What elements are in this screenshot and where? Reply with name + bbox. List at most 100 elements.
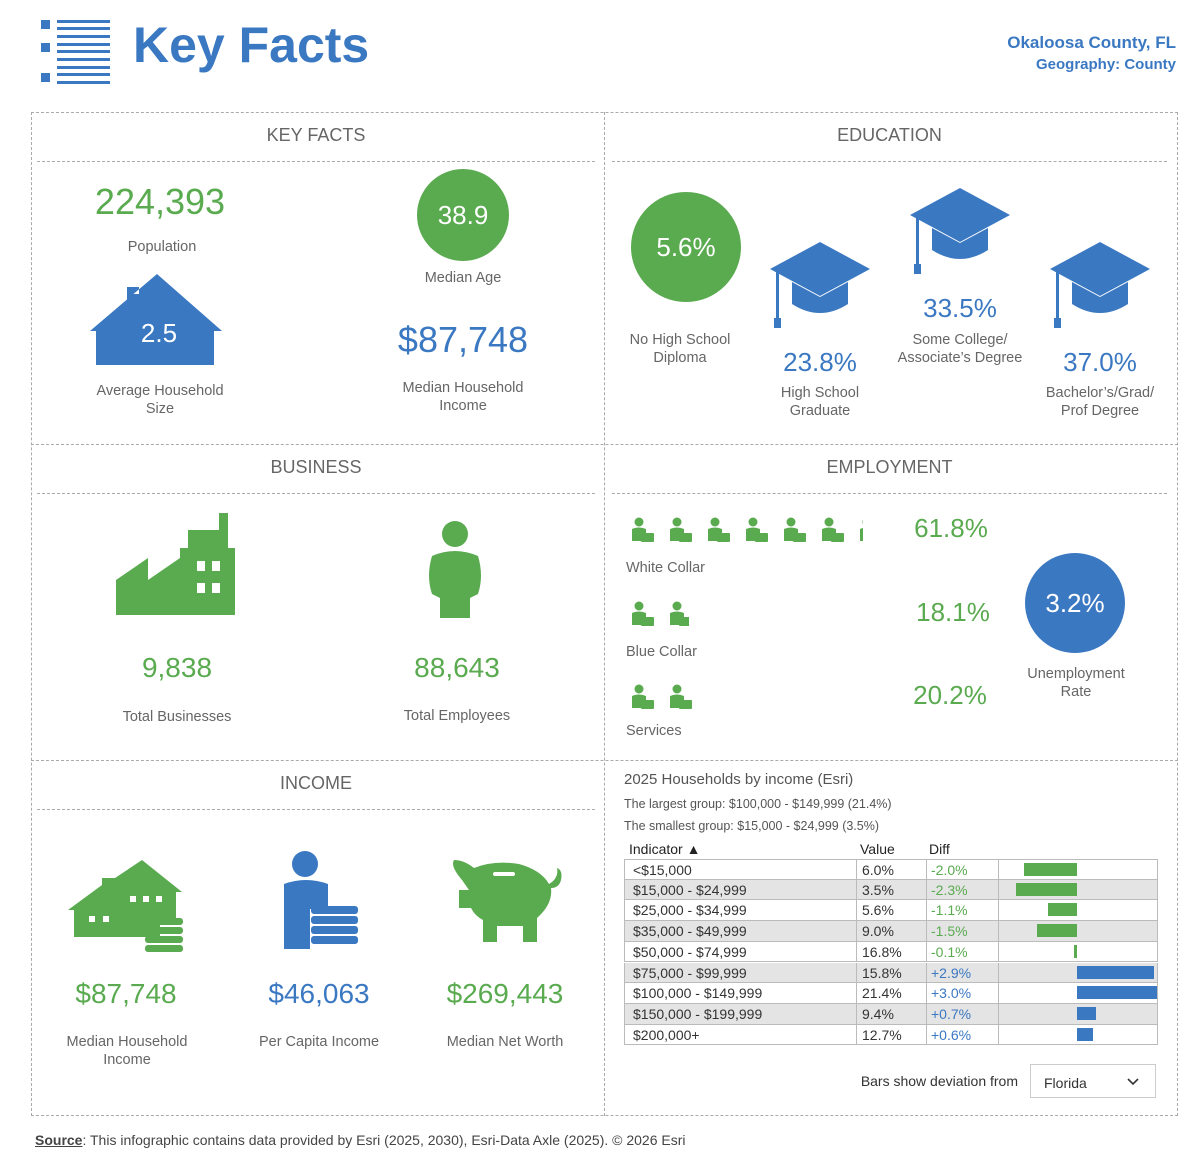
table-row: $200,000+ 12.7% +0.6% xyxy=(624,1024,1158,1046)
employment-label: Blue Collar xyxy=(626,644,697,660)
cell-border xyxy=(998,983,999,1003)
section-heading: EMPLOYMENT xyxy=(826,457,953,477)
cell-diff: -2.3% xyxy=(931,881,968,898)
employment-icon xyxy=(632,601,654,626)
cell-value: 15.8% xyxy=(862,964,902,981)
diff-bar xyxy=(1015,882,1077,896)
unemployment-circle xyxy=(1025,553,1125,653)
cell-border xyxy=(926,921,927,941)
column-header: Diff xyxy=(929,841,950,857)
cell-border xyxy=(998,962,999,983)
cell-border xyxy=(998,941,999,962)
cell-value: 5.6% xyxy=(862,902,894,919)
employment-icon xyxy=(669,601,690,626)
employment-value: 18.1% xyxy=(916,597,990,627)
cell-border xyxy=(926,900,927,921)
cell-border xyxy=(998,900,999,921)
cell-indicator: <$15,000 xyxy=(633,862,692,878)
diff-bar xyxy=(1077,986,1157,1000)
cell-border xyxy=(926,1003,927,1024)
table-title: 2025 Households by income (Esri) xyxy=(624,771,854,788)
key-facts-icons xyxy=(90,169,509,365)
income-icons xyxy=(68,851,562,952)
employment-icon xyxy=(708,517,730,542)
table-row: $75,000 - $99,999 15.8% +2.9% xyxy=(624,962,1158,984)
cell-border xyxy=(926,860,927,879)
household-size-value: 2.5 xyxy=(140,318,178,348)
table-row: $150,000 - $199,999 9.4% +0.7% xyxy=(624,1003,1158,1025)
cell-indicator: $50,000 - $74,999 xyxy=(633,943,747,960)
cell-border xyxy=(926,1024,927,1045)
employment-value: 20.2% xyxy=(913,680,987,710)
population-label: Population xyxy=(127,239,197,255)
cell-indicator: $25,000 - $34,999 xyxy=(633,902,747,919)
bachelors-label: Bachelor’s/Grad/ Prof Degree xyxy=(1045,385,1155,419)
cell-border xyxy=(998,860,999,879)
cell-diff: +2.9% xyxy=(931,964,972,981)
dropdown[interactable]: Florida xyxy=(1030,1064,1156,1098)
employment-icon xyxy=(632,684,654,709)
high-school-label: High School Graduate xyxy=(780,385,860,419)
cell-indicator: $75,000 - $99,999 xyxy=(633,964,747,981)
divider xyxy=(612,493,1167,494)
employment-label: Services xyxy=(626,723,682,739)
page-title: Key Facts xyxy=(133,17,370,73)
table-row: $100,000 - $149,999 21.4% +3.0% xyxy=(624,983,1158,1004)
income-value: $87,748 xyxy=(75,978,177,1009)
divider xyxy=(612,161,1167,162)
employment-icon xyxy=(670,684,692,709)
income-value: $46,063 xyxy=(268,978,370,1009)
diff-bar xyxy=(1074,944,1077,958)
median-age-label: Median Age xyxy=(424,270,502,286)
cell-border xyxy=(856,983,857,1003)
list-icon xyxy=(41,20,110,84)
dropdown-value: Florida xyxy=(1044,1075,1087,1091)
cell-border xyxy=(856,941,857,962)
deviation-label: Bars show deviation from xyxy=(860,1073,1018,1089)
bachelors-value: 37.0% xyxy=(1063,347,1137,377)
section-heading: INCOME xyxy=(280,773,352,793)
cell-value: 16.8% xyxy=(862,943,902,960)
employment-value: 61.8% xyxy=(914,513,988,543)
cell-border xyxy=(926,879,927,900)
cell-diff: -2.0% xyxy=(931,862,968,878)
diff-bar xyxy=(1023,863,1077,876)
divider xyxy=(37,809,595,810)
cell-value: 12.7% xyxy=(862,1026,902,1043)
table-row: <$15,000 6.0% -2.0% xyxy=(624,859,1158,880)
cell-diff: +3.0% xyxy=(931,985,972,1002)
unemployment-value: 3.2% xyxy=(1045,588,1105,618)
cell-border xyxy=(998,879,999,900)
employment-icon xyxy=(859,520,863,541)
section-heading: BUSINESS xyxy=(270,457,362,477)
cell-diff: -0.1% xyxy=(931,943,968,960)
cell-indicator: $15,000 - $24,999 xyxy=(633,881,747,898)
geography: Geography: County xyxy=(1035,56,1176,73)
divider xyxy=(37,161,595,162)
chevron xyxy=(1127,1078,1139,1086)
column-header: Indicator ▲ xyxy=(629,841,701,857)
source-label: Source xyxy=(35,1132,83,1148)
employment-icon xyxy=(746,517,768,542)
high-school-value: 23.8% xyxy=(783,347,857,377)
education-icons xyxy=(631,188,1150,328)
cell-value: 6.0% xyxy=(862,862,894,878)
table-row: $25,000 - $34,999 5.6% -1.1% xyxy=(624,900,1158,922)
cell-diff: -1.1% xyxy=(931,902,968,919)
smallest-group: The smallest group: $15,000 - $24,999 (3… xyxy=(624,819,880,833)
diff-bar xyxy=(1037,924,1077,938)
cell-border xyxy=(926,941,927,962)
cell-value: 3.5% xyxy=(862,881,894,898)
divider xyxy=(31,444,1178,445)
cell-border xyxy=(856,921,857,941)
cell-border xyxy=(856,962,857,983)
household-size-label: Average Household Size xyxy=(96,383,224,417)
cell-value: 9.4% xyxy=(862,1005,894,1022)
cell-diff: +0.7% xyxy=(931,1005,972,1022)
employment-icon xyxy=(822,517,844,542)
source-text: : This infographic contains data provide… xyxy=(82,1132,686,1148)
divider xyxy=(37,493,595,494)
some-college-label: Some College/ Associate’s Degree xyxy=(897,332,1023,366)
cell-indicator: $35,000 - $49,999 xyxy=(633,923,747,940)
